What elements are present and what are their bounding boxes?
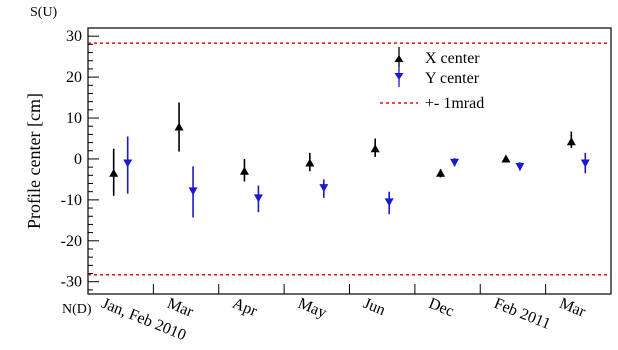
- y-axis-title: Profile center [cm]: [24, 93, 44, 229]
- legend-x-center-label: X center: [425, 50, 480, 67]
- data-point: [188, 187, 198, 196]
- data-point: [253, 194, 263, 203]
- data-point: [123, 159, 133, 168]
- plot-frame: [87, 27, 612, 295]
- data-point: [109, 168, 119, 177]
- x-tick-label: Apr: [230, 295, 260, 320]
- legend-entry-1mrad: +- 1mrad: [380, 95, 484, 112]
- x-axis-corner-label: N(D): [62, 302, 92, 317]
- y-axis: -30 -20 -10 0 10 20 30: [61, 27, 99, 291]
- data-point: [566, 137, 576, 146]
- data-point: [319, 184, 329, 193]
- x-tick-label: Mar: [557, 295, 589, 321]
- data-point: [501, 154, 511, 163]
- data-point: [436, 168, 446, 177]
- y-tick-label: 0: [74, 151, 82, 168]
- data-point: [370, 144, 380, 153]
- data-point: [515, 162, 525, 171]
- x-tick-label: Mar: [165, 295, 197, 321]
- legend: X center Y center +- 1mrad: [380, 47, 484, 112]
- legend-1mrad-label: +- 1mrad: [425, 95, 484, 112]
- y-tick-label: 30: [66, 28, 82, 45]
- data-point: [305, 158, 315, 167]
- data-points: [109, 102, 590, 218]
- x-tick-label: May: [295, 295, 329, 322]
- data-point: [384, 198, 394, 207]
- x-tick-label: Dec: [426, 295, 456, 320]
- data-point: [174, 122, 184, 131]
- y-tick-label: 20: [66, 69, 82, 86]
- y-tick-label: -30: [61, 274, 82, 291]
- x-tick-label: Jun: [361, 295, 388, 319]
- y-tick-label: 10: [66, 110, 82, 127]
- legend-y-center-marker: [394, 73, 404, 80]
- y-tick-label: -10: [61, 192, 82, 209]
- y-axis-corner-label: S(U): [30, 5, 58, 20]
- legend-y-center-label: Y center: [425, 70, 480, 87]
- data-point: [450, 158, 460, 167]
- y-tick-label: -20: [61, 233, 82, 250]
- data-point: [580, 159, 590, 168]
- legend-x-center-marker: [394, 55, 404, 62]
- reference-lines: [88, 42, 611, 276]
- data-point: [239, 166, 249, 175]
- legend-entry-x-center: X center: [394, 47, 480, 67]
- legend-entry-y-center: Y center: [394, 67, 480, 87]
- x-tick-label: Feb 2011: [491, 295, 552, 333]
